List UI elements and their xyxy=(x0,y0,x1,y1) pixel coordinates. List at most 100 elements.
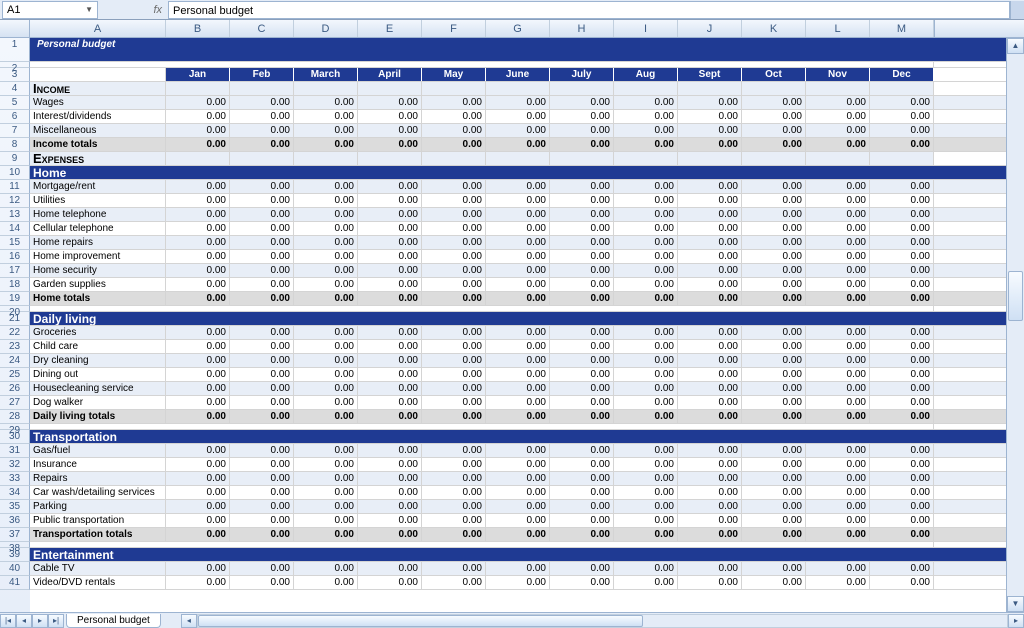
row-header[interactable]: 4 xyxy=(0,82,30,96)
cell[interactable]: 0.00 xyxy=(422,110,486,123)
cell[interactable]: 0.00 xyxy=(806,340,870,353)
row-label[interactable]: Income totals xyxy=(30,138,166,151)
cell[interactable]: 0.00 xyxy=(806,222,870,235)
section-header[interactable]: Transportation xyxy=(30,430,934,443)
cell[interactable]: 0.00 xyxy=(742,124,806,137)
row-label[interactable]: Gas/fuel xyxy=(30,444,166,457)
cell[interactable]: 0.00 xyxy=(870,562,934,575)
cell[interactable]: 0.00 xyxy=(230,96,294,109)
cell[interactable]: 0.00 xyxy=(806,528,870,541)
cell[interactable]: 0.00 xyxy=(166,396,230,409)
cell[interactable]: 0.00 xyxy=(358,458,422,471)
row-label[interactable]: Transportation totals xyxy=(30,528,166,541)
cell[interactable]: 0.00 xyxy=(166,124,230,137)
cell[interactable]: 0.00 xyxy=(742,138,806,151)
scroll-down-icon[interactable]: ▼ xyxy=(1007,596,1024,612)
cell[interactable]: 0.00 xyxy=(422,278,486,291)
row-header[interactable]: 33 xyxy=(0,472,30,486)
row-header[interactable]: 36 xyxy=(0,514,30,528)
formula-bar-expand[interactable] xyxy=(1010,1,1024,19)
cell[interactable]: 0.00 xyxy=(166,250,230,263)
cell[interactable]: 0.00 xyxy=(806,236,870,249)
name-box-dropdown-icon[interactable]: ▼ xyxy=(85,5,93,14)
cell[interactable]: 0.00 xyxy=(294,236,358,249)
cell[interactable]: 0.00 xyxy=(422,236,486,249)
row-header[interactable]: 12 xyxy=(0,194,30,208)
cell[interactable]: 0.00 xyxy=(422,562,486,575)
cell[interactable]: 0.00 xyxy=(678,326,742,339)
cell[interactable]: 0.00 xyxy=(358,528,422,541)
cell[interactable]: 0.00 xyxy=(230,208,294,221)
cell[interactable]: 0.00 xyxy=(422,514,486,527)
cell[interactable]: 0.00 xyxy=(486,180,550,193)
cell[interactable]: 0.00 xyxy=(358,354,422,367)
cell[interactable]: 0.00 xyxy=(422,354,486,367)
scroll-right-icon[interactable]: ▸ xyxy=(1008,614,1024,628)
cell[interactable] xyxy=(742,82,806,95)
cell[interactable]: 0.00 xyxy=(742,326,806,339)
tab-next-icon[interactable]: ▸ xyxy=(32,614,48,628)
cell[interactable]: 0.00 xyxy=(358,194,422,207)
cell[interactable]: 0.00 xyxy=(614,250,678,263)
cell[interactable]: 0.00 xyxy=(486,96,550,109)
cell[interactable]: 0.00 xyxy=(294,486,358,499)
cell[interactable]: 0.00 xyxy=(486,500,550,513)
cell[interactable]: 0.00 xyxy=(230,444,294,457)
cell[interactable]: 0.00 xyxy=(614,382,678,395)
cell[interactable]: 0.00 xyxy=(870,194,934,207)
cell[interactable]: 0.00 xyxy=(678,472,742,485)
cell[interactable]: 0.00 xyxy=(550,576,614,589)
cell[interactable]: 0.00 xyxy=(870,278,934,291)
select-all-corner[interactable] xyxy=(0,20,30,37)
cell[interactable]: 0.00 xyxy=(230,124,294,137)
cell[interactable]: 0.00 xyxy=(870,250,934,263)
cell[interactable]: 0.00 xyxy=(486,368,550,381)
cell[interactable]: 0.00 xyxy=(870,410,934,423)
cell[interactable]: 0.00 xyxy=(230,396,294,409)
sheet-tab[interactable]: Personal budget xyxy=(66,614,161,628)
cell[interactable]: 0.00 xyxy=(358,562,422,575)
cell[interactable]: 0.00 xyxy=(742,236,806,249)
row-label[interactable]: Groceries xyxy=(30,326,166,339)
cell[interactable]: 0.00 xyxy=(806,250,870,263)
cell[interactable] xyxy=(30,62,934,67)
cell[interactable]: 0.00 xyxy=(166,562,230,575)
cell[interactable]: 0.00 xyxy=(870,458,934,471)
cell[interactable]: 0.00 xyxy=(678,138,742,151)
cell[interactable]: 0.00 xyxy=(166,236,230,249)
cell[interactable]: 0.00 xyxy=(294,528,358,541)
cell[interactable]: 0.00 xyxy=(294,96,358,109)
cell[interactable]: 0.00 xyxy=(806,444,870,457)
cell[interactable]: 0.00 xyxy=(806,500,870,513)
row-header[interactable]: 7 xyxy=(0,124,30,138)
cell[interactable]: 0.00 xyxy=(678,410,742,423)
row-header[interactable]: 11 xyxy=(0,180,30,194)
cell[interactable]: 0.00 xyxy=(678,208,742,221)
cell[interactable]: 0.00 xyxy=(230,250,294,263)
cell[interactable]: 0.00 xyxy=(294,382,358,395)
cell[interactable]: 0.00 xyxy=(550,444,614,457)
row-label[interactable]: Interest/dividends xyxy=(30,110,166,123)
cell[interactable]: 0.00 xyxy=(422,180,486,193)
cell[interactable]: 0.00 xyxy=(614,458,678,471)
cell[interactable]: 0.00 xyxy=(678,264,742,277)
col-header-M[interactable]: M xyxy=(870,20,934,37)
cell[interactable]: 0.00 xyxy=(294,194,358,207)
cell[interactable]: 0.00 xyxy=(550,528,614,541)
cell[interactable]: 0.00 xyxy=(806,278,870,291)
cell[interactable]: 0.00 xyxy=(486,208,550,221)
scroll-left-icon[interactable]: ◂ xyxy=(181,614,197,628)
cell[interactable]: 0.00 xyxy=(870,486,934,499)
col-header-B[interactable]: B xyxy=(166,20,230,37)
row-header[interactable]: 13 xyxy=(0,208,30,222)
cell[interactable]: 0.00 xyxy=(166,528,230,541)
cell[interactable]: 0.00 xyxy=(422,194,486,207)
row-header[interactable]: 32 xyxy=(0,458,30,472)
cell[interactable]: 0.00 xyxy=(870,110,934,123)
cell[interactable]: 0.00 xyxy=(294,110,358,123)
cell[interactable]: 0.00 xyxy=(422,396,486,409)
cell[interactable]: 0.00 xyxy=(166,410,230,423)
cell[interactable]: 0.00 xyxy=(294,278,358,291)
cell[interactable]: 0.00 xyxy=(486,486,550,499)
cell[interactable]: 0.00 xyxy=(230,340,294,353)
